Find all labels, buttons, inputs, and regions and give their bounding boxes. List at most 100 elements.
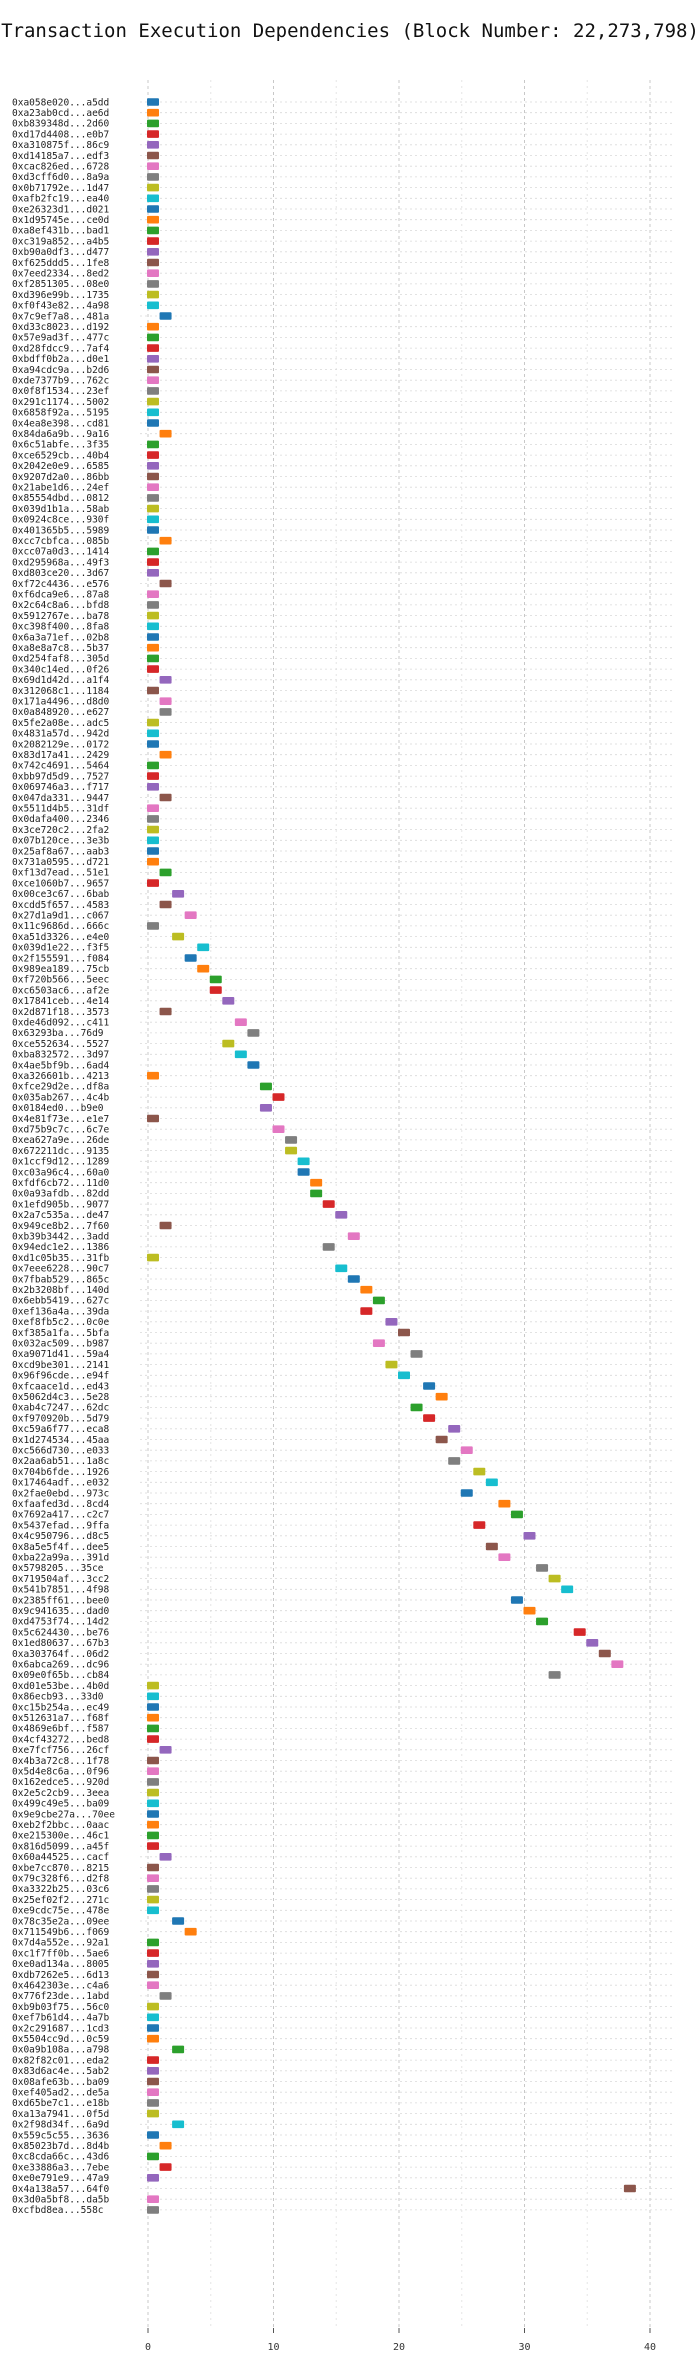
tx-label: 0x9207d2a0...86bb xyxy=(12,472,110,483)
tx-label: 0xcc07a0d3...1414 xyxy=(12,547,110,558)
tx-bar xyxy=(159,793,172,802)
tx-bar xyxy=(147,1114,159,1123)
tx-label: 0x069746a3...f717 xyxy=(12,782,109,793)
tx-bar xyxy=(147,162,159,170)
tx-bar xyxy=(147,2088,159,2096)
tx-label: 0x512631a7...f68f xyxy=(12,1713,109,1724)
tx-label: 0xa8ef431b...bad1 xyxy=(12,226,110,237)
tx-bar xyxy=(147,922,159,930)
tx-label: 0x79c328f6...d2f8 xyxy=(12,1874,110,1885)
tx-bar xyxy=(147,376,159,384)
tx-label: 0xdb7262e5...6d13 xyxy=(12,1970,109,1981)
tx-bar xyxy=(147,494,159,502)
tx-bar xyxy=(147,1885,159,1893)
tx-label: 0x7fbab529...865c xyxy=(12,1274,109,1285)
tx-bar xyxy=(548,1574,561,1583)
tx-bar xyxy=(147,2206,159,2214)
tx-label: 0xc15b254a...ec49 xyxy=(12,1702,110,1713)
tx-label: 0xea627a9e...26de xyxy=(12,1135,110,1146)
tx-label: 0x2f98d34f...6a9d xyxy=(12,2120,109,2131)
tx-label: 0x85554dbd...0812 xyxy=(12,493,109,504)
tx-label: 0xa8e8a7c8...5b37 xyxy=(12,643,109,654)
tx-label: 0xc03a96c4...60a0 xyxy=(12,1167,110,1178)
tx-bar xyxy=(172,890,185,898)
tx-bar xyxy=(398,1328,410,1337)
tx-bar xyxy=(573,1628,586,1636)
tx-label: 0x039d1e22...f3f5 xyxy=(12,943,109,954)
tx-label: 0xe7fcf756...26cf xyxy=(12,1745,109,1756)
tx-label: 0xe0e791e9...47a9 xyxy=(12,2173,110,2184)
tx-bar xyxy=(147,215,159,224)
tx-bar xyxy=(147,718,159,727)
tx-bar xyxy=(147,622,159,631)
tx-label: 0x4c950796...d8c5 xyxy=(12,1531,109,1542)
tx-label: 0x047da331...9447 xyxy=(12,793,109,804)
tx-bar xyxy=(147,569,159,577)
tx-label: 0x1efd905b...9077 xyxy=(12,1199,109,1210)
tx-bar xyxy=(510,1510,523,1519)
tx-bar xyxy=(147,2077,159,2086)
tx-label: 0x08afe63b...ba09 xyxy=(12,2077,110,2088)
tx-bar xyxy=(147,1874,159,1882)
tx-bar xyxy=(147,772,159,780)
tx-label: 0x4831a57d...942d xyxy=(12,729,109,740)
tx-bar xyxy=(536,1564,549,1572)
tx-label: 0xc59a6f77...eca8 xyxy=(12,1424,110,1435)
tx-label: 0x8a5e5f4f...dee5 xyxy=(12,1542,109,1553)
tx-label: 0xd01e53be...4b0d xyxy=(12,1681,109,1692)
tx-label: 0x7692a417...c2c7 xyxy=(12,1510,109,1521)
tx-label: 0x5c624430...be76 xyxy=(12,1627,110,1638)
tx-label: 0x5437efad...9ffa xyxy=(12,1520,109,1531)
tx-bar xyxy=(147,290,159,299)
tx-label: 0xef8fb5c2...0c0e xyxy=(12,1317,110,1328)
tx-bar xyxy=(147,847,159,855)
tx-bar xyxy=(147,1810,159,1818)
tx-label: 0x816d5099...a45f xyxy=(12,1841,109,1852)
tx-label: 0xce552634...5527 xyxy=(12,1039,109,1050)
tx-bar xyxy=(159,536,172,545)
tx-label: 0x7eed2334...8ed2 xyxy=(12,269,109,280)
tx-label: 0xa310875f...86c9 xyxy=(12,140,110,151)
tx-bar xyxy=(247,1061,260,1069)
tx-bar xyxy=(147,226,159,235)
tx-label: 0xb90a0df3...d477 xyxy=(12,247,109,258)
tx-label: 0x711549b6...f069 xyxy=(12,1927,110,1938)
tx-label: 0x07b120ce...3e3b xyxy=(12,836,110,847)
tx-bar xyxy=(159,429,172,438)
tx-label: 0xfdf6cb72...11d0 xyxy=(12,1178,110,1189)
tx-bar xyxy=(147,526,159,534)
tx-label: 0x6858f92a...5195 xyxy=(12,408,109,419)
tx-label: 0x291c1174...5002 xyxy=(12,397,109,408)
tx-label: 0xf970920b...5d79 xyxy=(12,1413,110,1424)
tx-label: 0x17464adf...e032 xyxy=(12,1478,109,1489)
tx-label: 0xd14185a7...edf3 xyxy=(12,151,109,162)
tx-label: 0x25ef02f2...271c xyxy=(12,1895,109,1906)
tx-label: 0xd17d4408...e0b7 xyxy=(12,129,109,140)
tx-label: 0xce1060b7...9657 xyxy=(12,878,109,889)
tx-label: 0x2082129e...0172 xyxy=(12,739,109,750)
tx-bar xyxy=(147,1713,159,1722)
tx-bar xyxy=(147,761,159,770)
tx-bar xyxy=(372,1339,385,1347)
tx-label: 0xe26323d1...d021 xyxy=(12,204,110,215)
tx-bar xyxy=(147,686,159,695)
tx-label: 0xf6dca9e6...87a8 xyxy=(12,590,110,601)
tx-bar xyxy=(147,269,159,277)
tx-label: 0x2385ff61...bee0 xyxy=(12,1595,110,1606)
tx-label: 0x25af8a67...aab3 xyxy=(12,846,109,857)
tx-label: 0xafb2fc19...ea40 xyxy=(12,194,110,205)
tx-label: 0x1d95745e...ce0d xyxy=(12,215,109,226)
tx-bar xyxy=(147,194,159,203)
tx-label: 0xa13a7941...0f5d xyxy=(12,2109,109,2120)
tx-bar xyxy=(209,986,222,994)
tx-bar xyxy=(147,547,159,556)
tx-bar xyxy=(410,1403,423,1412)
tx-label: 0x84da6a9b...9a16 xyxy=(12,429,110,440)
tx-bar xyxy=(623,2184,636,2193)
tx-label: 0x4ea8e398...cd81 xyxy=(12,418,110,429)
tx-label: 0xde7377b9...762c xyxy=(12,376,109,387)
tx-label: 0x4869e6bf...f587 xyxy=(12,1724,109,1735)
tx-label: 0xef405ad2...de5a xyxy=(12,2088,109,2099)
tx-label: 0xc566d730...e033 xyxy=(12,1446,109,1457)
tx-label: 0x0184ed0...b9e0 xyxy=(12,1103,104,1114)
